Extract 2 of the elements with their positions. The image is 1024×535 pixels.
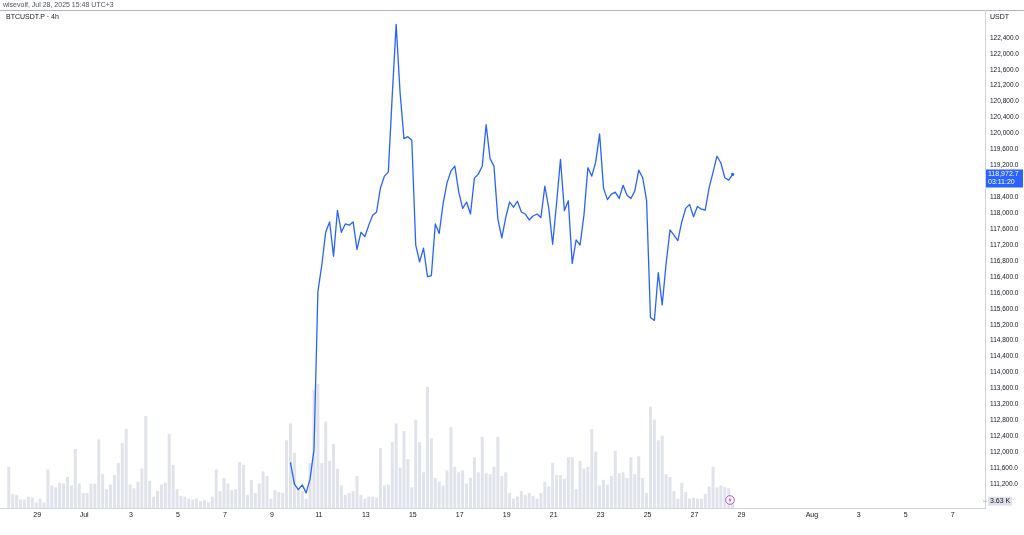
bar	[289, 423, 293, 508]
bar	[316, 383, 320, 508]
